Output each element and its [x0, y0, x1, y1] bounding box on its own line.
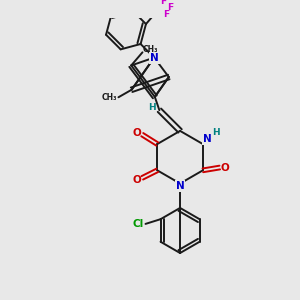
Text: F: F [167, 3, 173, 12]
Text: F: F [160, 0, 166, 6]
Text: H: H [212, 128, 220, 137]
Text: O: O [132, 128, 141, 138]
Text: H: H [148, 103, 156, 112]
Text: Cl: Cl [132, 219, 144, 229]
Text: N: N [176, 181, 184, 191]
Text: F: F [164, 10, 170, 19]
Text: CH₃: CH₃ [142, 45, 158, 54]
Text: N: N [203, 134, 212, 144]
Text: O: O [132, 175, 141, 185]
Text: CH₃: CH₃ [101, 93, 117, 102]
Text: N: N [150, 52, 159, 63]
Text: O: O [220, 163, 229, 172]
